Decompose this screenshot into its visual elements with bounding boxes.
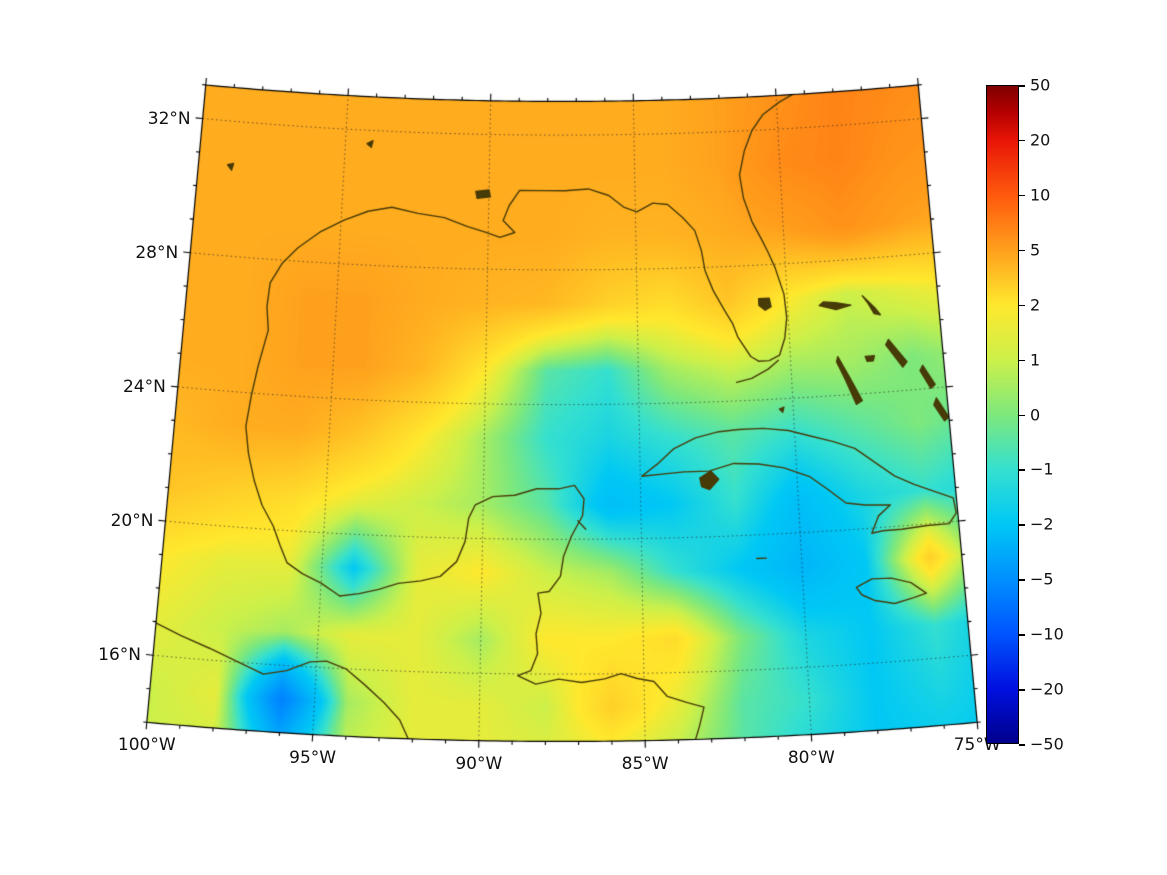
lon-tick-label: 95°W — [289, 747, 337, 768]
colorbar-tick-label: 0 — [1030, 405, 1041, 424]
colorbar-tick — [1019, 524, 1025, 526]
colorbar-tick — [1019, 139, 1025, 142]
colorbar-tick — [1019, 689, 1025, 691]
colorbar-tick — [1019, 249, 1025, 252]
lat-tick-label: 16°N — [98, 645, 142, 666]
colorbar-tick — [1019, 469, 1025, 471]
colorbar-tick — [1019, 634, 1025, 636]
lon-tick-label: 100°W — [117, 735, 176, 756]
colorbar — [986, 85, 1019, 744]
colorbar-tick-label: 20 — [1030, 130, 1051, 150]
colorbar-tick — [1019, 359, 1025, 362]
colorbar-tick — [1019, 414, 1025, 416]
colorbar-tick-label: −50 — [1030, 734, 1064, 754]
colorbar-tick — [1019, 304, 1025, 307]
colorbar-tick-label: −20 — [1030, 679, 1064, 699]
colorbar-tick-label: −5 — [1030, 569, 1054, 589]
colorbar-tick-label: −2 — [1030, 514, 1054, 534]
colorbar-tick-label: 5 — [1030, 240, 1041, 260]
colorbar-tick-label: −10 — [1030, 624, 1064, 644]
colorbar-tick-label: 2 — [1030, 295, 1041, 315]
lat-tick-label: 24°N — [122, 376, 166, 397]
colorbar-tick-label: 10 — [1030, 185, 1051, 205]
colorbar-tick-label: 1 — [1030, 350, 1041, 370]
colorbar-tick-label: −1 — [1030, 459, 1054, 479]
lon-tick-label: 80°W — [787, 747, 835, 768]
lon-tick-label: 90°W — [455, 753, 503, 774]
lat-tick-label: 32°N — [147, 108, 191, 129]
lat-tick-label: 20°N — [110, 511, 154, 532]
colorbar-tick — [1019, 85, 1025, 87]
colorbar-tick — [1019, 579, 1025, 581]
colorbar-tick — [1019, 744, 1025, 746]
colorbar-tick-label: 50 — [1030, 75, 1051, 95]
lat-tick-label: 28°N — [135, 242, 179, 263]
colorbar-tick — [1019, 194, 1025, 197]
lon-tick-label: 85°W — [621, 753, 669, 774]
